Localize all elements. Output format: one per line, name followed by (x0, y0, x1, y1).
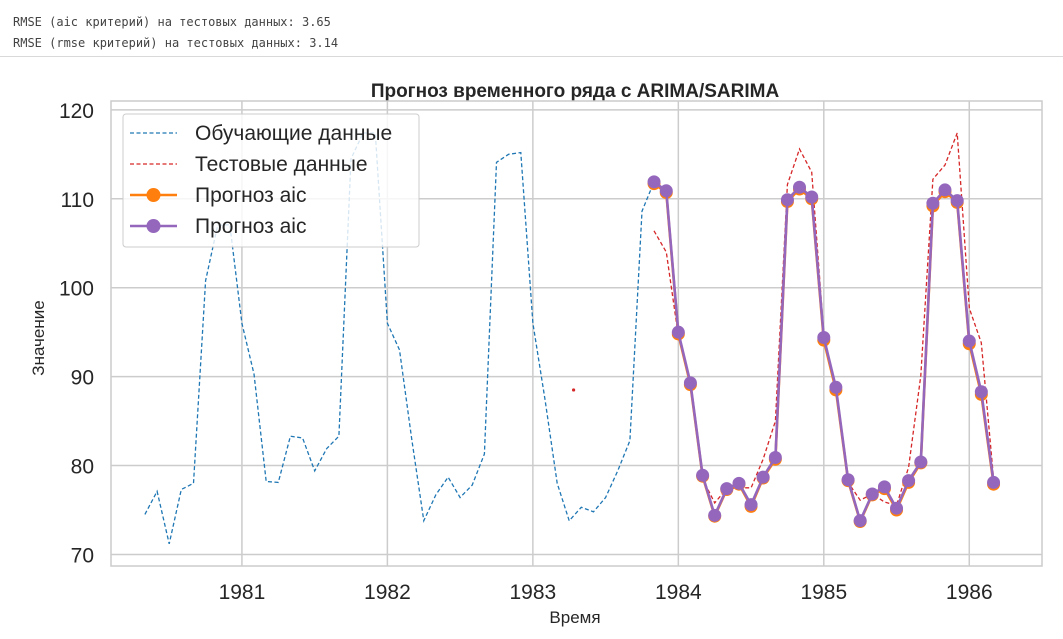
chart-title: Прогноз временного ряда с ARIMA/SARIMA (371, 81, 780, 102)
forecast-second-point (926, 196, 940, 210)
forecast-second-point (768, 451, 782, 465)
chart-legend: Обучающие данные Тестовые данные Прогноз a… (122, 113, 420, 248)
forecast-second-point (708, 508, 722, 522)
forecast-second-point (974, 385, 988, 399)
cell-output: RMSE (aic критерий) на тестовых данных: … (0, 0, 1063, 57)
y-tick-label: 70 (71, 544, 94, 567)
forecast-second-point (720, 482, 734, 496)
plot-series (144, 132, 1001, 544)
forecast-second-point (671, 325, 685, 339)
legend-marker (146, 219, 161, 233)
annotation-point (571, 388, 576, 392)
forecast-second-point (780, 193, 794, 207)
forecast-second-point (865, 487, 879, 501)
x-tick-label: 1984 (655, 581, 702, 604)
forecast-second-point (647, 175, 661, 189)
forecast-second-point (817, 331, 831, 345)
x-tick-label: 1982 (364, 581, 411, 604)
y-tick-label: 80 (71, 456, 94, 479)
legend-label: Прогноз aic (195, 184, 306, 207)
x-tick-label: 1981 (219, 581, 266, 604)
x-axis-label: Время (549, 608, 600, 627)
forecast-second-point (938, 183, 952, 197)
rmse-aic-output-line: RMSE (aic критерий) на тестовых данных: … (13, 15, 331, 29)
forecast-second-point (805, 190, 819, 204)
forecast-second-point (987, 475, 1001, 489)
forecast-second-point (950, 194, 964, 208)
y-tick-label: 110 (61, 189, 94, 212)
x-tick-label: 1983 (510, 581, 557, 604)
forecast-second-point (744, 498, 758, 512)
y-axis-label: Значение (29, 300, 48, 375)
legend-label: Тестовые данные (195, 153, 368, 176)
forecast-second-point (877, 480, 891, 494)
x-tick-labels: 1981 1982 1983 1984 1985 1986 (219, 581, 993, 604)
forecast-second-point (902, 474, 916, 488)
x-tick-label: 1985 (800, 581, 847, 604)
x-tick-label: 1986 (946, 581, 993, 604)
forecast-second-point (683, 376, 697, 390)
forecast-second-point (793, 180, 807, 194)
forecast-second-point (732, 476, 746, 490)
y-tick-label: 120 (59, 100, 94, 123)
forecast-second-point (914, 455, 928, 469)
plot-annotations (571, 388, 576, 392)
forecast-second-point (829, 380, 843, 394)
forecast-second-point (853, 514, 867, 528)
forecast-second-point (659, 184, 673, 198)
forecast-second-point (962, 334, 976, 348)
legend-label: Прогноз aic (195, 215, 306, 238)
forecast-second-point (890, 501, 904, 515)
legend-marker (146, 188, 161, 202)
legend-label: Обучающие данные (195, 122, 392, 145)
rmse-rmse-output-line: RMSE (rmse критерий) на тестовых данных:… (13, 36, 339, 50)
forecast-second-point (841, 473, 855, 487)
y-tick-label: 90 (71, 367, 94, 390)
forecast-second-point (756, 470, 770, 484)
y-tick-labels: 70 80 90 100 110 120 (59, 100, 94, 568)
legend-box (122, 113, 420, 248)
forecast-chart: Прогноз временного ряда с ARIMA/SARIMA 1… (29, 81, 1043, 627)
forecast-second-point (696, 468, 710, 482)
y-tick-label: 100 (59, 278, 94, 301)
